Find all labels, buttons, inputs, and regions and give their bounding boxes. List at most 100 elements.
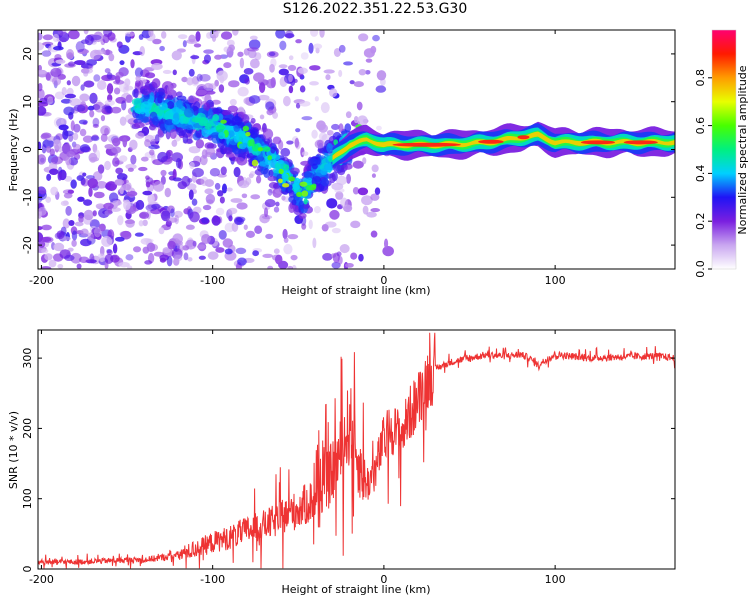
noise-blob bbox=[84, 34, 94, 46]
noise-blob bbox=[254, 52, 262, 61]
ridge-blob bbox=[227, 105, 239, 113]
noise-blob bbox=[88, 152, 98, 163]
noise-blob bbox=[173, 210, 183, 218]
ridge-blob bbox=[157, 94, 163, 104]
noise-blob bbox=[352, 186, 360, 195]
noise-blob bbox=[252, 250, 259, 257]
noise-blob bbox=[249, 35, 258, 40]
noise-blob bbox=[283, 95, 291, 107]
noise-blob bbox=[92, 117, 100, 127]
x-tick-label: 0 bbox=[380, 573, 387, 586]
noise-blob bbox=[79, 93, 90, 102]
band-layer bbox=[332, 127, 675, 166]
noise-blob bbox=[115, 236, 125, 242]
noise-blob bbox=[350, 252, 358, 260]
noise-blob bbox=[226, 187, 233, 192]
band-peak bbox=[517, 135, 530, 140]
noise-blob bbox=[48, 259, 57, 268]
noise-blob bbox=[231, 222, 239, 232]
x-tick-label: 100 bbox=[545, 573, 566, 586]
noise-blob bbox=[281, 195, 286, 201]
noise-blob bbox=[138, 220, 144, 227]
spectrogram-blobs bbox=[38, 30, 394, 269]
noise-blob bbox=[265, 101, 275, 111]
noise-blob bbox=[82, 214, 93, 225]
noise-blob bbox=[70, 120, 75, 132]
noise-blob bbox=[382, 245, 394, 257]
noise-blob bbox=[357, 115, 368, 127]
figure-title: S126.2022.351.22.53.G30 bbox=[282, 1, 468, 17]
noise-blob bbox=[162, 69, 172, 74]
noise-blob bbox=[118, 261, 130, 268]
noise-blob bbox=[113, 87, 121, 95]
noise-blob bbox=[188, 34, 196, 43]
noise-blob bbox=[108, 53, 115, 62]
ridge-blob bbox=[149, 124, 156, 131]
noise-blob bbox=[144, 260, 153, 265]
noise-blob bbox=[237, 86, 249, 97]
y-tick-label: 100 bbox=[21, 488, 34, 509]
noise-blob bbox=[193, 43, 202, 48]
ridge-blob bbox=[152, 116, 159, 126]
noise-blob bbox=[189, 161, 195, 170]
noise-blob bbox=[148, 144, 160, 150]
bright-spot bbox=[257, 147, 264, 152]
noise-blob bbox=[138, 166, 148, 172]
noise-blob bbox=[206, 199, 214, 206]
noise-blob bbox=[286, 140, 294, 145]
noise-blob bbox=[383, 238, 389, 249]
noise-blob bbox=[125, 190, 138, 197]
noise-blob bbox=[375, 85, 387, 93]
noise-blob bbox=[177, 181, 188, 190]
noise-blob bbox=[73, 104, 86, 112]
noise-blob bbox=[261, 215, 273, 220]
noise-blob bbox=[358, 33, 369, 42]
ridge-blob bbox=[201, 149, 208, 159]
noise-blob bbox=[46, 173, 52, 181]
noise-blob bbox=[283, 237, 289, 244]
noise-blob bbox=[157, 151, 168, 163]
noise-blob bbox=[147, 193, 155, 205]
noise-blob bbox=[267, 188, 273, 196]
noise-blob bbox=[89, 253, 95, 264]
noise-blob bbox=[206, 32, 213, 39]
noise-blob bbox=[56, 230, 65, 240]
noise-blob bbox=[139, 211, 150, 220]
noise-blob bbox=[220, 31, 233, 40]
noise-blob bbox=[200, 176, 209, 187]
noise-blob bbox=[153, 181, 165, 192]
ridge-blob bbox=[303, 171, 311, 179]
colorbar-frame bbox=[711, 29, 737, 270]
noise-blob bbox=[40, 236, 52, 242]
noise-blob bbox=[104, 143, 114, 150]
y-tick-label: -10 bbox=[21, 188, 34, 206]
noise-blob bbox=[42, 34, 53, 41]
bright-spot bbox=[278, 168, 284, 175]
noise-blob bbox=[79, 128, 87, 137]
noise-blob bbox=[219, 196, 225, 204]
noise-blob bbox=[87, 232, 94, 242]
noise-blob bbox=[249, 58, 260, 69]
bright-spot bbox=[262, 146, 271, 152]
noise-blob bbox=[204, 188, 214, 195]
noise-blob bbox=[60, 200, 69, 207]
noise-blob bbox=[334, 187, 345, 194]
ridge-blob bbox=[226, 120, 237, 127]
noise-blob bbox=[115, 71, 124, 78]
x-tick-label: -200 bbox=[29, 573, 54, 586]
noise-blob bbox=[134, 67, 144, 78]
noise-blob bbox=[220, 166, 227, 175]
noise-blob bbox=[239, 57, 245, 69]
noise-blob bbox=[312, 43, 323, 50]
ridge-blob bbox=[255, 175, 262, 184]
noise-blob bbox=[76, 263, 82, 269]
snr-y-label: SNR (10 * v/v) bbox=[7, 411, 20, 489]
noise-blob bbox=[38, 106, 47, 116]
ridge-blob bbox=[215, 124, 226, 133]
ridge-blob bbox=[247, 152, 254, 159]
noise-blob bbox=[295, 128, 301, 133]
noise-blob bbox=[192, 76, 199, 85]
noise-blob bbox=[78, 256, 90, 263]
bright-spot bbox=[245, 131, 251, 137]
noise-blob bbox=[125, 163, 137, 170]
